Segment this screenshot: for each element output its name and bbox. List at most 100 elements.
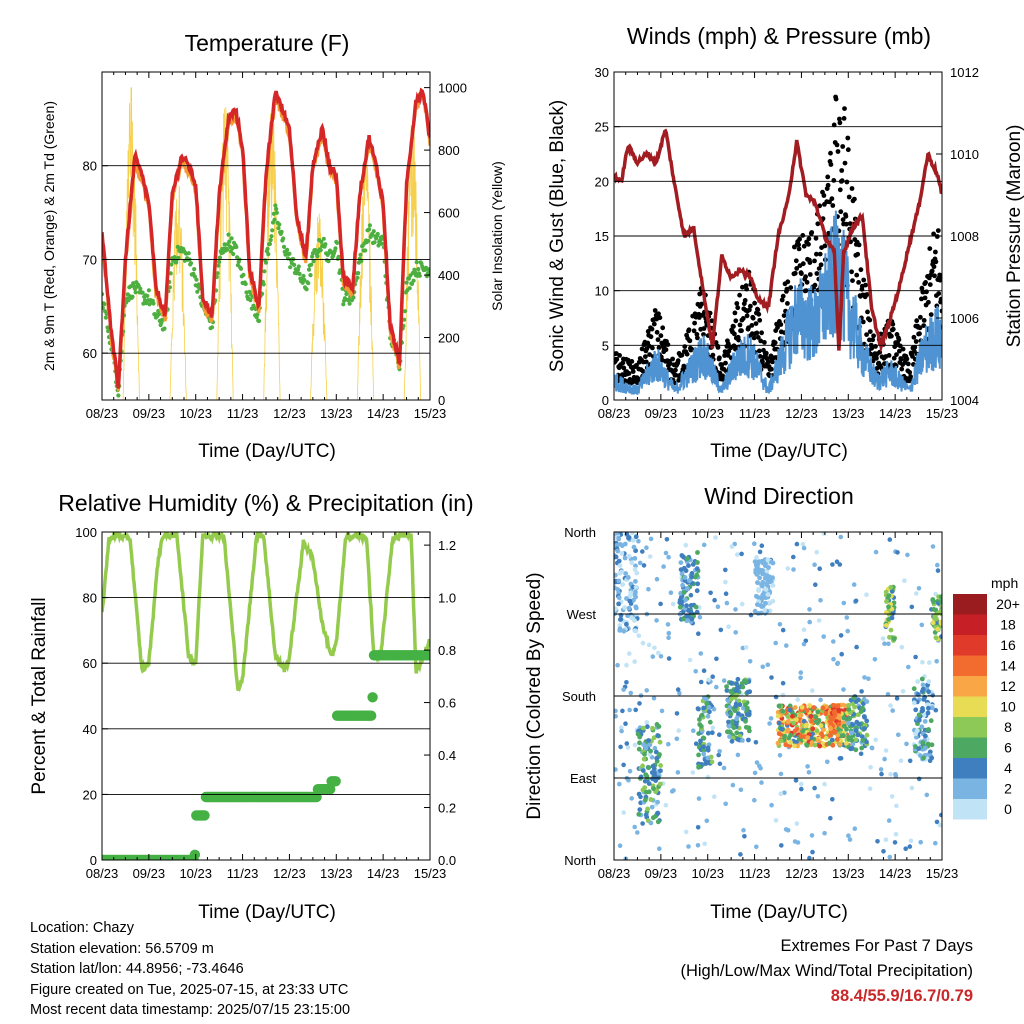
direction-point	[886, 818, 892, 823]
gust-point	[928, 312, 934, 317]
direction-point	[779, 843, 784, 848]
gust-point	[870, 337, 876, 343]
gust-point	[667, 361, 673, 366]
direction-point	[652, 773, 658, 779]
direction-point	[792, 728, 798, 734]
gust-point	[897, 348, 902, 354]
dewpoint-point	[241, 272, 246, 277]
dewpoint-point	[222, 242, 227, 247]
direction-point	[632, 628, 638, 634]
gust-point	[804, 279, 810, 285]
direction-point	[655, 799, 660, 805]
gust-point	[874, 355, 879, 361]
direction-point	[619, 728, 624, 734]
gust-point	[831, 178, 837, 183]
gust-point	[673, 372, 679, 378]
gust-point	[793, 258, 799, 264]
direction-point	[748, 612, 754, 618]
dewpoint-point	[277, 222, 282, 227]
direction-point	[689, 571, 695, 576]
gust-point	[837, 116, 842, 122]
gust-point	[839, 168, 845, 173]
direction-point	[780, 708, 786, 714]
gust-point	[845, 147, 851, 153]
direction-tick-label: North	[564, 525, 596, 540]
gust-point	[737, 292, 742, 298]
direction-point	[637, 734, 643, 740]
x-tick-label: 13/23	[320, 866, 353, 881]
x-tick-label: 14/23	[879, 866, 912, 881]
direction-point	[649, 804, 655, 810]
dewpoint-point	[375, 231, 380, 237]
direction-xlabel: Time (Day/UTC)	[710, 902, 848, 923]
dewpoint-point	[145, 293, 150, 298]
direction-point	[841, 687, 846, 692]
direction-point	[705, 774, 711, 780]
dewpoint-point	[310, 254, 315, 259]
colorbar-label: 12	[1000, 678, 1016, 694]
direction-point	[698, 723, 704, 729]
direction-point	[684, 603, 689, 608]
dewpoint-point	[311, 259, 316, 264]
direction-point	[730, 782, 736, 788]
gust-point	[617, 353, 622, 358]
direction-point	[892, 840, 898, 845]
gust-point	[919, 296, 924, 302]
direction-point	[853, 598, 859, 604]
direction-point	[657, 752, 662, 757]
direction-point	[915, 679, 921, 684]
direction-point	[920, 682, 926, 688]
direction-point	[905, 552, 910, 558]
direction-point	[734, 685, 740, 691]
direction-point	[647, 742, 653, 748]
gust-point	[932, 273, 937, 279]
direction-point	[709, 759, 715, 765]
gust-point	[926, 299, 931, 305]
gust-point	[871, 333, 876, 339]
humidity-ylabel-left: Percent & Total Rainfall	[29, 597, 50, 794]
direction-point	[810, 688, 815, 693]
direction-point	[814, 728, 820, 734]
temperature-plot-area	[102, 86, 430, 400]
direction-point	[838, 633, 844, 638]
dewpoint-point	[367, 227, 372, 232]
direction-point	[695, 560, 700, 565]
direction-point	[830, 703, 836, 708]
y-left-tick-label: 0	[90, 853, 97, 868]
dewpoint-point	[234, 244, 239, 250]
gust-point	[751, 335, 757, 341]
dewpoint-point	[295, 267, 301, 272]
direction-point	[927, 749, 933, 755]
direction-point	[810, 726, 816, 732]
gust-point	[740, 284, 745, 290]
direction-point	[767, 578, 773, 584]
dewpoint-point	[140, 290, 145, 295]
y-right-tick-label: 0.6	[438, 696, 456, 711]
direction-point	[683, 542, 689, 548]
direction-point	[823, 711, 829, 717]
dewpoint-point	[318, 248, 323, 253]
direction-point	[628, 690, 634, 696]
direction-point	[630, 532, 635, 536]
direction-point	[886, 641, 891, 647]
dewpoint-point	[215, 271, 220, 276]
direction-point	[711, 706, 717, 712]
direction-point	[619, 725, 624, 730]
direction-point	[752, 797, 757, 803]
direction-point	[633, 563, 638, 569]
direction-point	[754, 572, 760, 577]
direction-point	[654, 722, 660, 727]
direction-point	[707, 719, 713, 725]
gust-point	[830, 203, 836, 208]
gust-point	[844, 179, 850, 185]
direction-point	[804, 742, 810, 748]
x-tick-label: 14/23	[879, 406, 912, 421]
direction-point	[790, 713, 795, 719]
direction-point	[851, 582, 857, 587]
direction-point	[655, 819, 661, 825]
direction-point	[690, 562, 696, 567]
dewpoint-point	[358, 252, 363, 257]
colorbar-label: 8	[1004, 719, 1012, 735]
direction-point	[888, 584, 894, 590]
direction-point	[640, 821, 645, 826]
